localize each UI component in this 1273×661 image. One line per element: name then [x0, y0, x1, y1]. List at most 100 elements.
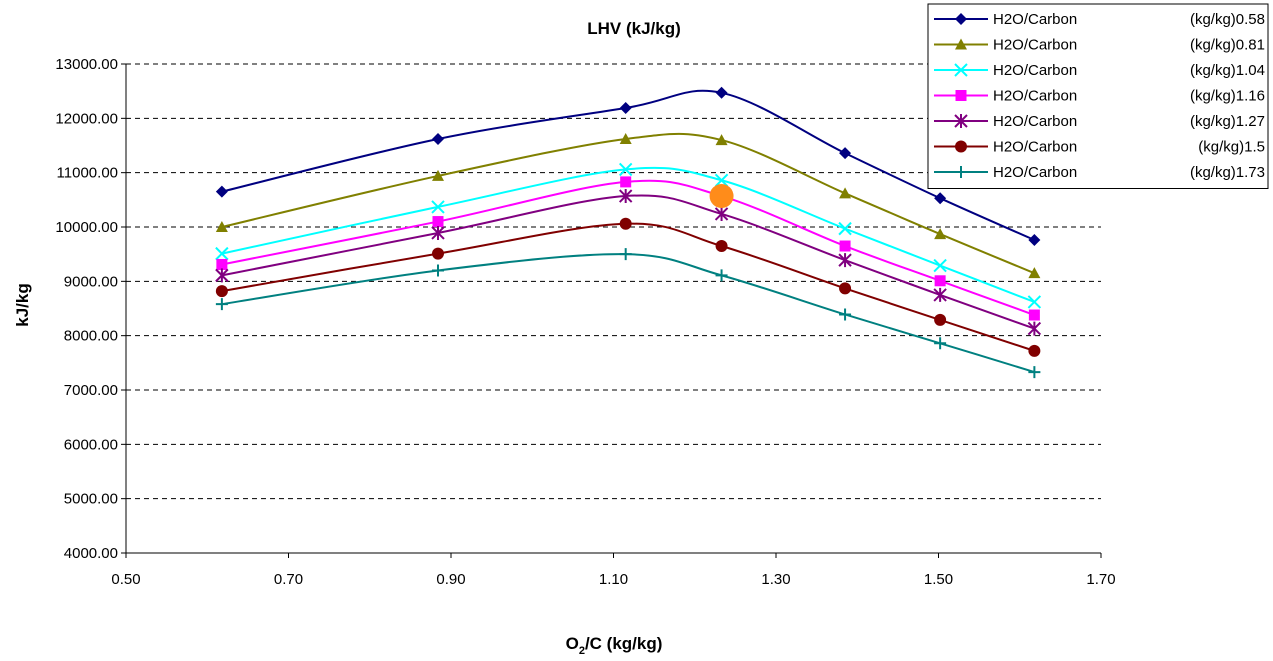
- series-lines: [221, 89, 1035, 374]
- data-markers: [215, 86, 1042, 379]
- legend-marker-3: [955, 90, 967, 101]
- data-point-s3-0: [216, 258, 228, 270]
- x-axis-title-rest: /C (kg/kg): [585, 634, 662, 653]
- data-point-s1-1: [432, 169, 444, 181]
- data-point-s2-5: [933, 258, 947, 273]
- data-point-s0-6: [1028, 234, 1041, 247]
- series-line-5: [221, 222, 1035, 352]
- legend-marker-5: [955, 140, 967, 153]
- x-tick-label-6: 1.70: [1086, 571, 1115, 588]
- data-point-s5-6: [1028, 344, 1041, 357]
- legend-marker-4: [954, 114, 968, 128]
- chart-text: LHV (kJ/kg) kJ/kg O2/C (kg/kg): [13, 19, 681, 657]
- legend-unit-0: (kg/kg)0.58: [1190, 11, 1265, 28]
- data-point-s0-5: [934, 192, 947, 205]
- data-point-s0-3: [715, 86, 728, 99]
- data-point-s4-6: [1027, 321, 1042, 336]
- data-point-s5-5: [934, 313, 947, 326]
- x-tick-label-0: 0.50: [111, 571, 140, 588]
- y-tick-label-5: 9000.00: [64, 273, 118, 290]
- data-point-s6-6: [1028, 366, 1041, 379]
- highlight-point: [709, 184, 734, 209]
- data-point-s5-3: [715, 240, 728, 253]
- data-point-s5-1: [432, 247, 444, 260]
- data-point-s1-0: [215, 221, 228, 232]
- data-point-s1-3: [715, 134, 728, 146]
- data-point-s0-0: [215, 185, 228, 198]
- series-line-4: [221, 194, 1035, 330]
- data-point-s0-1: [432, 132, 444, 145]
- data-point-s6-0: [215, 298, 228, 311]
- y-tick-label-3: 7000.00: [64, 382, 118, 399]
- data-point-s3-2: [620, 176, 632, 188]
- data-point-s2-6: [1027, 295, 1042, 309]
- x-tick-label-1: 0.70: [274, 571, 303, 588]
- data-point-s6-4: [839, 308, 852, 321]
- legend-unit-6: (kg/kg)1.73: [1190, 164, 1265, 181]
- legend-label-0: H2O/Carbon: [993, 11, 1077, 28]
- legend-label-6: H2O/Carbon: [993, 164, 1077, 181]
- data-point-s0-4: [839, 147, 852, 160]
- series-line-0: [221, 89, 1035, 241]
- legend-marker-6: [955, 166, 967, 178]
- data-point-s5-4: [839, 282, 852, 295]
- chart-title: LHV (kJ/kg): [587, 19, 681, 38]
- data-point-s1-6: [1028, 267, 1041, 279]
- data-point-s0-2: [619, 102, 632, 115]
- data-point-s4-0: [215, 268, 229, 283]
- y-axis-title: kJ/kg: [13, 283, 32, 326]
- axes: 4000.00 5000.00 6000.00 7000.00 8000.00 9000.…: [55, 56, 1115, 588]
- data-point-s6-1: [432, 264, 444, 277]
- data-point-s2-3: [714, 173, 729, 187]
- data-point-s2-0: [215, 246, 229, 261]
- data-point-s4-4: [838, 253, 852, 268]
- legend-marker-1: [955, 38, 967, 50]
- data-point-s3-6: [1028, 309, 1040, 321]
- data-point-s4-1: [431, 225, 445, 240]
- legend-label-1: H2O/Carbon: [993, 37, 1077, 54]
- y-tick-label-7: 11000.00: [57, 165, 118, 182]
- data-point-s4-5: [933, 287, 947, 302]
- data-point-s6-3: [715, 269, 728, 282]
- data-point-s6-5: [934, 337, 947, 350]
- legend-label-3: H2O/Carbon: [993, 88, 1077, 105]
- x-tick-label-5: 1.50: [924, 571, 953, 588]
- y-tick-label-8: 12000.00: [55, 110, 118, 127]
- legend-label-5: H2O/Carbon: [993, 139, 1077, 156]
- data-point-s1-5: [934, 228, 947, 240]
- data-point-s5-0: [215, 285, 228, 298]
- data-point-s2-2: [618, 162, 633, 177]
- legend: H2O/Carbon (kg/kg)0.58 H2O/Carbon (kg/kg)0.…: [927, 3, 1269, 189]
- legend-unit-3: (kg/kg)1.16: [1190, 88, 1265, 105]
- legend-marker-2: [954, 63, 968, 77]
- x-tick-label-2: 0.90: [436, 571, 465, 588]
- legend-unit-1: (kg/kg)0.81: [1190, 37, 1265, 54]
- legend-label-2: H2O/Carbon: [993, 62, 1077, 79]
- data-point-s1-2: [619, 132, 632, 144]
- series-line-2: [221, 166, 1035, 303]
- x-axis-title-main: O: [566, 634, 579, 653]
- data-point-s4-3: [714, 206, 729, 221]
- x-axis-title-sub: 2: [579, 645, 585, 656]
- data-point-s2-4: [838, 221, 852, 236]
- x-axis-title: O2/C (kg/kg): [566, 634, 663, 656]
- series-line-6: [221, 253, 1035, 374]
- data-point-s3-4: [839, 240, 851, 252]
- y-tick-label-1: 5000.00: [64, 491, 118, 508]
- legend-label-4: H2O/Carbon: [993, 113, 1077, 130]
- legend-marker-0: [955, 13, 967, 25]
- legend-unit-5: (kg/kg)1.5: [1198, 139, 1265, 156]
- y-tick-label-0: 4000.00: [64, 545, 118, 562]
- data-point-s2-1: [431, 200, 445, 214]
- gridlines: [126, 63, 1101, 500]
- data-point-s3-5: [934, 275, 946, 287]
- y-tick-label-2: 6000.00: [64, 436, 118, 453]
- y-tick-label-6: 10000.00: [55, 219, 118, 236]
- y-tick-label-4: 8000.00: [64, 328, 118, 345]
- x-tick-label-4: 1.30: [761, 571, 790, 588]
- data-point-s4-2: [618, 189, 633, 204]
- legend-unit-2: (kg/kg)1.04: [1190, 62, 1265, 79]
- series-line-3: [221, 179, 1035, 316]
